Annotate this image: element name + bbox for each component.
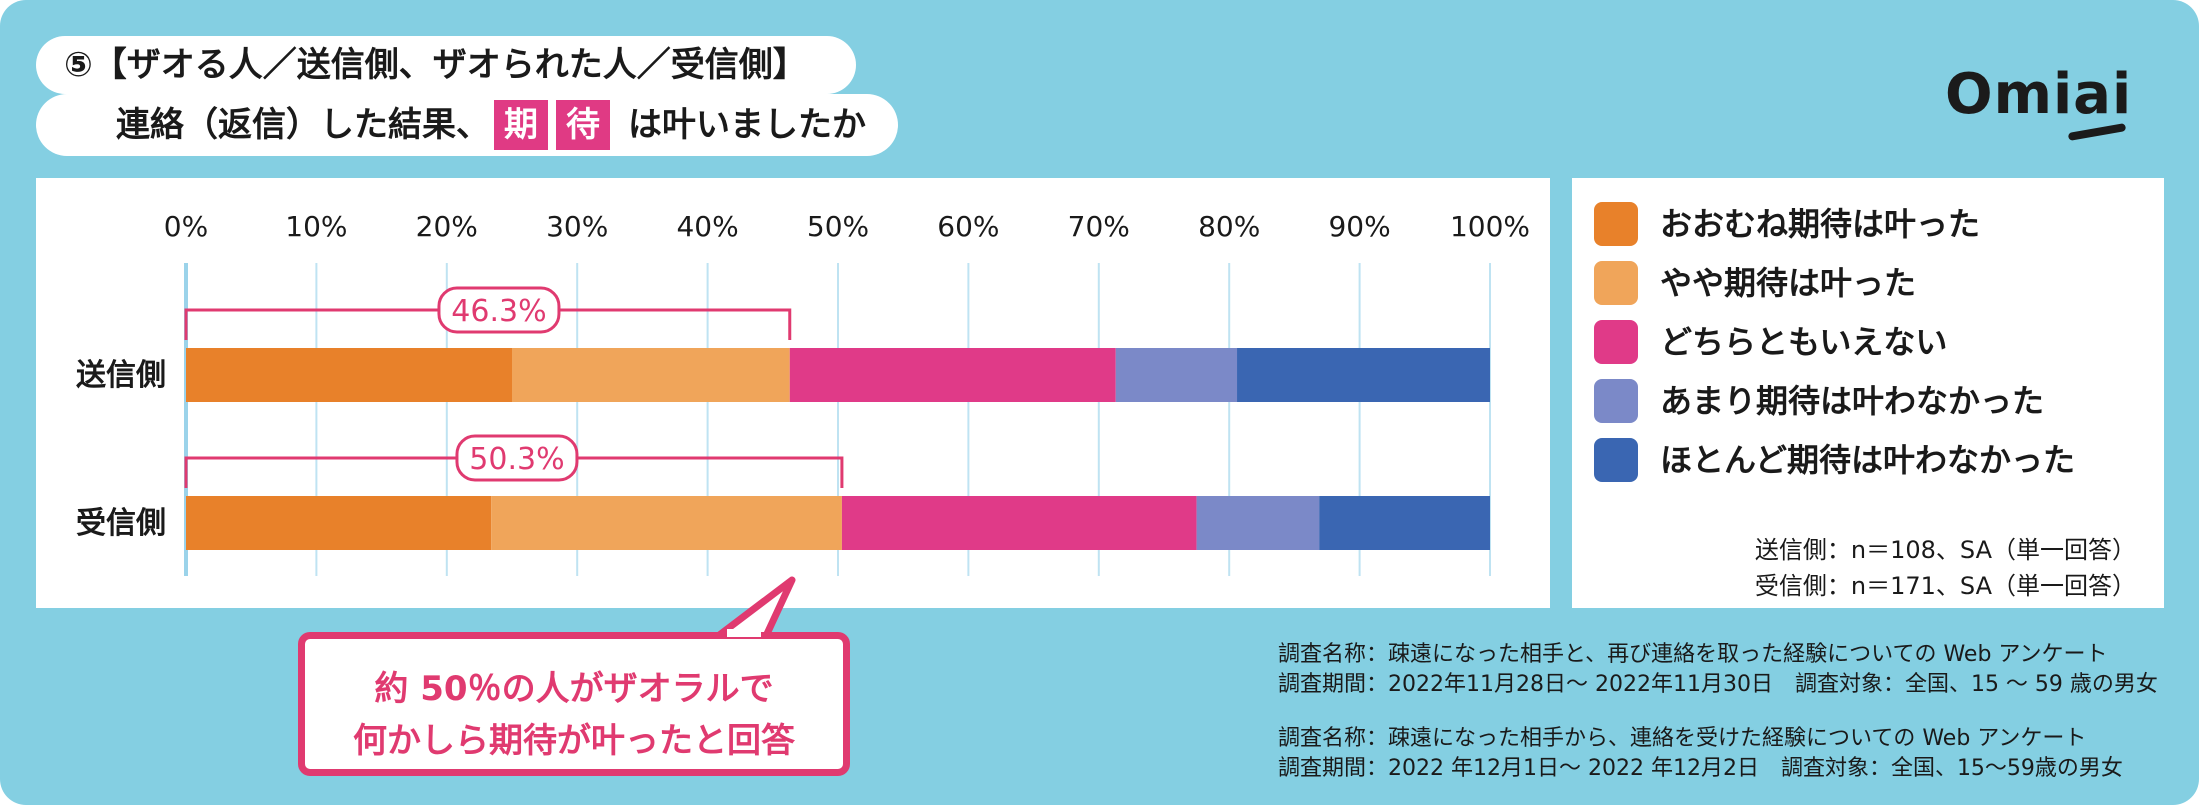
bar-segment <box>1237 348 1490 402</box>
legend-label: やや期待は叶った <box>1660 264 1917 302</box>
title-highlight-2: 待 <box>556 100 610 150</box>
survey-1-name: 調査名称：疎遠になった相手と、再び連絡を取った経験についての Web アンケート <box>1278 642 2108 667</box>
legend-label: どちらともいえない <box>1660 323 1948 361</box>
x-tick-label: 90% <box>1328 210 1390 243</box>
survey-2-period: 調査期間：2022 年12月1日〜 2022 年12月2日 調査対象：全国、15… <box>1278 756 2123 781</box>
bar-segment <box>512 348 790 402</box>
sample-note-1: 送信側：n＝108、SA（単一回答） <box>1754 536 2136 564</box>
bar-segment <box>491 496 842 550</box>
title-line-2: 連絡（返信）した結果、期待は叶いましたか <box>36 94 898 156</box>
annotation-pill <box>437 286 561 334</box>
x-tick-label: 50% <box>807 210 869 243</box>
bar-segment <box>1196 496 1320 550</box>
title-line-2-end: は叶いましたか <box>628 105 866 145</box>
survey-1-period: 調査期間：2022年11月28日〜 2022年11月30日 調査対象：全国、15… <box>1278 672 2158 697</box>
bar-segment <box>1319 496 1490 550</box>
category-label: 送信側 <box>76 358 166 393</box>
legend-swatch <box>1594 379 1638 423</box>
legend-swatch <box>1594 320 1638 364</box>
legend-label: おおむね期待は叶った <box>1660 205 1981 243</box>
omiai-logo: Omiai <box>1945 62 2133 127</box>
annotation-label: 46.3% <box>451 294 546 329</box>
bar-segment <box>841 496 1197 550</box>
title-highlight-1: 期 <box>494 100 548 150</box>
x-tick-label: 20% <box>416 210 478 243</box>
x-tick-label: 100% <box>1450 210 1530 243</box>
callout-line-2: 何かしら期待が叶ったと回答 <box>353 721 795 761</box>
title-line-1: ⑤【ザオる人／送信側、ザオられた人／受信側】 <box>36 36 856 94</box>
callout-line-1: 約 50％の人がザオラルで <box>374 669 774 709</box>
x-tick-label: 0% <box>164 210 208 243</box>
x-tick-label: 70% <box>1068 210 1130 243</box>
chart-panel: 0% 10% 20% 30% 40% 50% 60% 70% 80% 90% 100% 送信側受信側 4… <box>36 178 1550 608</box>
legend-panel: おおむね期待は叶った やや期待は叶った どちらともいえないあまり期待は叶わなかったほ… <box>1572 178 2164 608</box>
x-tick-label: 40% <box>676 210 738 243</box>
annotation-label: 50.3% <box>469 442 564 477</box>
legend-label: ほとんど期待は叶わなかった <box>1660 441 2076 479</box>
bar-segment <box>186 348 512 402</box>
x-tick-label: 60% <box>937 210 999 243</box>
annotation-pill <box>455 434 579 482</box>
bar-segment <box>186 496 492 550</box>
x-tick-label: 30% <box>546 210 608 243</box>
legend-swatch <box>1594 261 1638 305</box>
legend-swatch <box>1594 438 1638 482</box>
x-tick-label: 10% <box>285 210 347 243</box>
x-tick-label: 80% <box>1198 210 1260 243</box>
callout-box: 約 50％の人がザオラルで 何かしら期待が叶ったと回答 <box>298 632 850 776</box>
legend-label: あまり期待は叶わなかった <box>1660 382 2045 420</box>
title-line-2-text: 連絡（返信）した結果、 <box>116 105 490 145</box>
legend-swatch <box>1594 202 1638 246</box>
sample-note-2: 受信側：n＝171、SA（単一回答） <box>1754 572 2136 600</box>
survey-2-name: 調査名称：疎遠になった相手から、連絡を受けた経験についての Web アンケート <box>1278 726 2087 751</box>
bar-segment <box>1115 348 1238 402</box>
bar-segment <box>789 348 1116 402</box>
category-label: 受信側 <box>76 506 166 541</box>
